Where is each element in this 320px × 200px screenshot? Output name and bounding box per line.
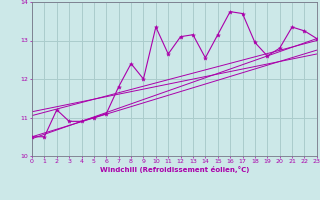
X-axis label: Windchill (Refroidissement éolien,°C): Windchill (Refroidissement éolien,°C) [100, 166, 249, 173]
